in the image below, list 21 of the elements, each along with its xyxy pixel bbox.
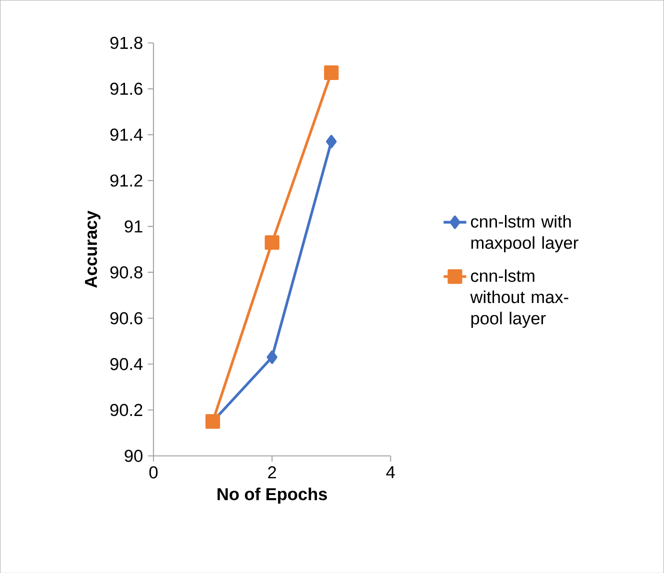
x-tick-label: 4 [386, 466, 395, 478]
y-tick-label: 90.6 [110, 312, 142, 324]
point [266, 350, 278, 364]
y-tick-label: 90.2 [110, 404, 142, 416]
y-tick-label: 90.4 [110, 358, 143, 370]
x-tick-label: 0 [149, 466, 158, 478]
x-axis-title: No of Epochs [218, 487, 327, 504]
legend-label: cnn-lstm with maxpool layer [470, 214, 578, 252]
point [264, 235, 280, 250]
y-tick-label: 91.8 [110, 36, 142, 49]
y-tick-label: 90.8 [110, 266, 142, 278]
y-tick-label: 91.2 [110, 174, 142, 186]
legend-label: cnn-lstm without max-pool layer [470, 269, 568, 328]
point [324, 65, 339, 80]
y-tick-label: 90 [124, 450, 142, 462]
y-tick-label: 91.6 [110, 82, 142, 95]
y-tick-label: 91 [124, 220, 142, 232]
x-tick-label: 2 [268, 466, 276, 478]
y-axis-title: Accuracy [84, 210, 100, 288]
point [326, 134, 337, 148]
y-tick-label: 91.4 [110, 128, 143, 141]
